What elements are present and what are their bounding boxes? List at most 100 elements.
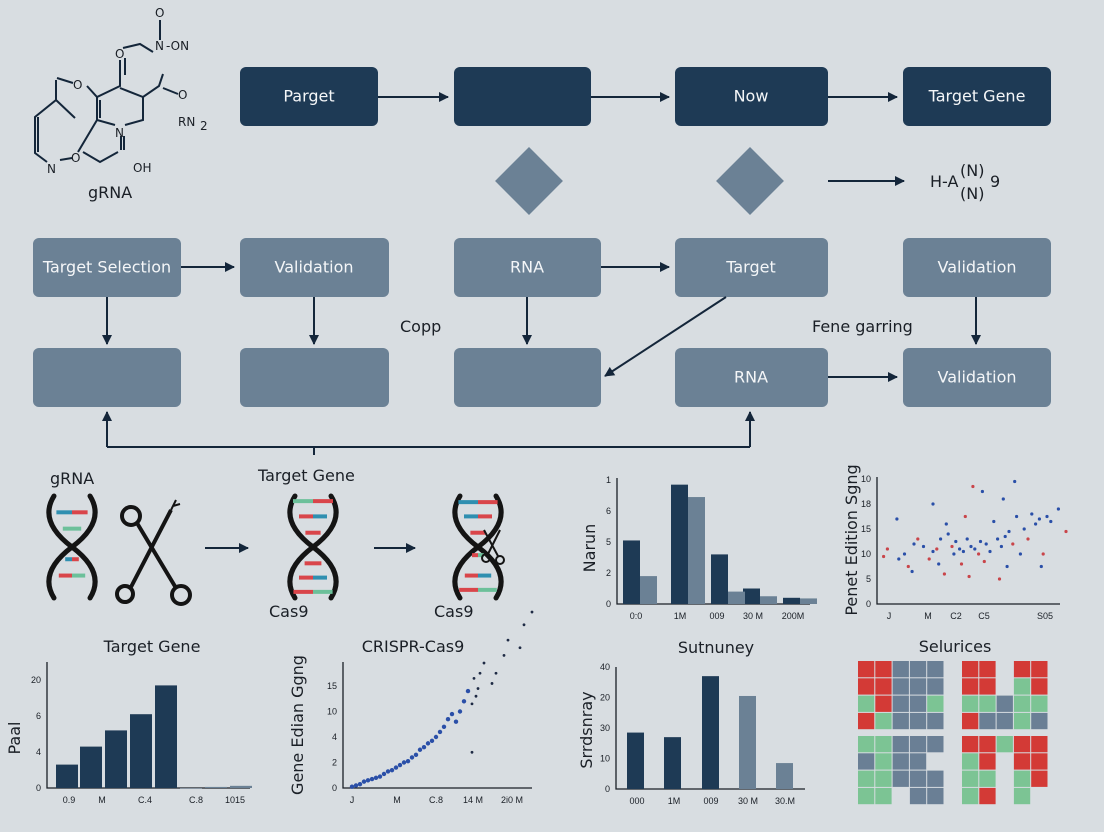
heatmap-cell: [892, 736, 909, 753]
x-tick-label: C5: [978, 611, 990, 621]
atom: N: [47, 162, 56, 176]
y-tick-label: 40: [600, 662, 610, 672]
y-tick-label: 0: [36, 783, 41, 793]
heatmap-cell: [858, 712, 875, 730]
node-target-selection[interactable]: [33, 238, 181, 297]
heatmap-cell: [979, 661, 996, 678]
heatmap-cell: [909, 712, 927, 730]
node-blank-top[interactable]: [454, 67, 591, 126]
scatter-point: [931, 502, 935, 506]
scatter-point: [977, 552, 981, 556]
scatter-point: [963, 514, 967, 519]
scatter-point: [397, 762, 403, 768]
heatmap-cell: [996, 712, 1013, 730]
scatter-point: [482, 661, 486, 665]
node-blank[interactable]: [454, 348, 601, 407]
node-label: Validation: [937, 258, 1016, 277]
scatter-point: [996, 537, 1000, 541]
heatmap-cell: [875, 712, 892, 730]
bar: [739, 695, 756, 789]
decision-diamond[interactable]: [716, 147, 784, 215]
atom: OH: [133, 161, 151, 175]
bar: [702, 676, 719, 789]
scatter-point: [413, 752, 419, 758]
scatter-point: [982, 559, 986, 564]
heatmap-cell: [909, 736, 927, 753]
chart-scatter-crispr: CRISPR-Cas9 0 2 4 10 15 J M C.8 14 M 2i0 M Gene Edi…: [288, 610, 534, 805]
node-validation-right[interactable]: [903, 238, 1051, 297]
scatter-point: [997, 577, 1002, 581]
formula-n-bottom: (N): [960, 184, 984, 203]
bar: [760, 596, 777, 604]
y-tick-label: 2: [332, 758, 337, 768]
node-rna[interactable]: [454, 238, 601, 297]
atom: O: [115, 47, 124, 61]
atom: RN: [178, 115, 195, 129]
node-blank[interactable]: [240, 348, 389, 407]
node-parget[interactable]: [240, 67, 378, 126]
heatmap-cell: [1013, 712, 1031, 730]
scatter-point: [530, 610, 534, 614]
x-tick-label: 1M: [674, 611, 687, 621]
scatter-point: [921, 544, 926, 549]
scatter-point: [425, 741, 431, 746]
node-rna-bottom[interactable]: [675, 348, 828, 407]
heatmap-cell: [858, 753, 875, 770]
chart-title: Sutnuney: [678, 638, 754, 657]
x-tick-label: S05: [1037, 611, 1053, 621]
scatter-point: [522, 623, 526, 627]
node-target[interactable]: [675, 238, 828, 297]
y-tick-label: 4: [332, 732, 337, 742]
scatter-point: [490, 682, 494, 685]
y-axis-label: Narun: [580, 524, 599, 573]
node-blank[interactable]: [33, 348, 181, 407]
y-tick-label: 30: [600, 723, 610, 733]
atom: O: [73, 78, 82, 92]
node-label: Now: [734, 87, 769, 106]
scatter-point: [433, 734, 439, 740]
bar: [80, 746, 102, 788]
x-tick-label: 009: [703, 796, 718, 806]
scatter-point: [965, 537, 969, 541]
scatter-point: [959, 562, 964, 566]
node-label: RNA: [734, 368, 768, 387]
bar: [180, 788, 202, 789]
node-validation-bottom[interactable]: [903, 348, 1051, 407]
y-tick-label: 15: [327, 681, 337, 691]
atom: O: [178, 88, 187, 102]
y-axis-label: Gene Edian Ggng: [288, 655, 307, 795]
heatmap-cell: [892, 678, 909, 695]
small-scissors-icon: [481, 529, 505, 565]
bar: [623, 540, 640, 604]
dna-illustration: [46, 493, 504, 601]
node-validation[interactable]: [240, 238, 389, 297]
y-axis-label: Srrdsnray: [577, 691, 596, 768]
heatmap-cell: [1031, 695, 1048, 712]
heatmap-cell: [858, 695, 875, 712]
decision-diamond[interactable]: [495, 147, 563, 215]
scatter-point: [1030, 512, 1034, 516]
scatter-point: [385, 769, 391, 774]
heatmap-cell: [892, 695, 909, 712]
heatmap-cell: [909, 661, 927, 678]
x-tick-label: M: [393, 795, 401, 805]
heatmap-cell: [909, 770, 927, 787]
node-now[interactable]: [675, 67, 828, 126]
scatter-point: [984, 542, 988, 546]
scatter-point: [1003, 534, 1007, 539]
heatmap-cell: [927, 712, 944, 730]
y-tick-label: 18: [861, 499, 871, 509]
x-tick-label: 1015: [225, 795, 245, 805]
dna-helix-icon: [46, 493, 98, 601]
atom: O: [71, 151, 80, 165]
heatmap-cell: [1031, 753, 1048, 770]
node-target-gene[interactable]: [903, 67, 1051, 126]
dna-strand: [46, 493, 98, 601]
y-tick-label: 4: [36, 747, 41, 757]
cas9-label: Cas9: [269, 602, 309, 621]
heatmap-cell: [858, 661, 875, 678]
scatter-point: [470, 750, 474, 754]
heatmap-cell: [875, 770, 892, 787]
heatmap-cell: [1031, 678, 1048, 695]
